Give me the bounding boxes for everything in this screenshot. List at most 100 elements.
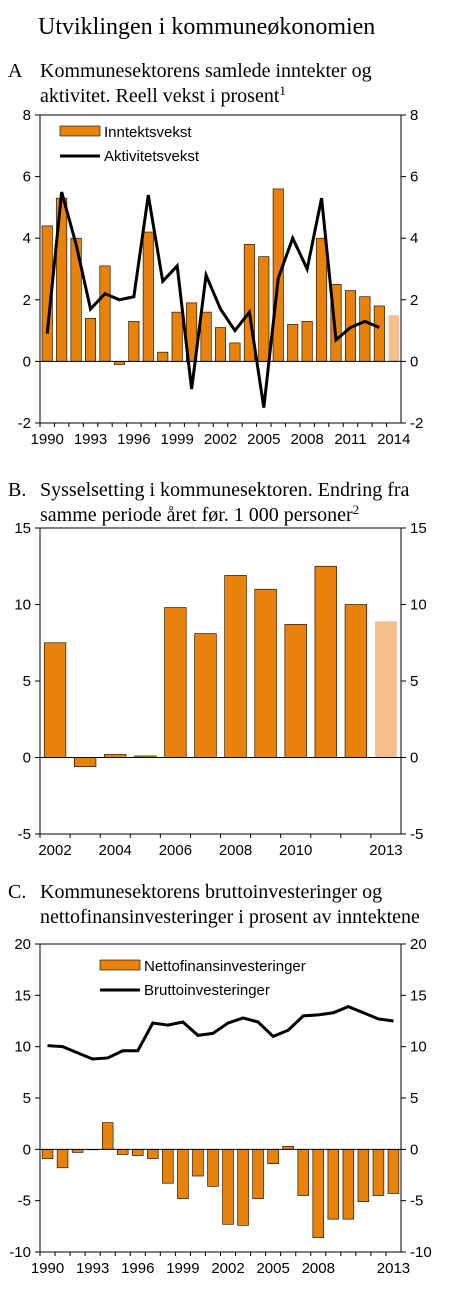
y-tick-label-right-b-0: -5 — [410, 826, 423, 843]
x-tick-label-a-2002: 2002 — [204, 431, 237, 448]
x-tick-label-b-2006: 2006 — [159, 842, 192, 859]
bar-a-1996 — [128, 321, 140, 362]
bar-c-1996 — [132, 1149, 144, 1156]
x-tick-label-c-1996: 1996 — [121, 1260, 154, 1277]
bar-c-2002 — [222, 1149, 234, 1225]
y-tick-label-right-b-1: 0 — [410, 750, 418, 767]
chart-a: -2 -2 0 0 2 2 4 4 6 6 8 8 1990 1993 1996 1999 2002 2005 20… — [18, 107, 424, 448]
y-tick-label-left-c-3: 5 — [23, 1090, 31, 1107]
bar-b-2007 — [194, 633, 217, 758]
bar-c-1991 — [56, 1149, 69, 1169]
panel-a-footnote-mark: 1 — [279, 83, 286, 98]
bar-c-2005 — [267, 1149, 279, 1165]
y-tick-label-right-a-5: 8 — [410, 107, 418, 124]
bar-a-2002 — [215, 327, 226, 362]
bar-c-2008 — [312, 1149, 324, 1238]
legend-label-line-a: Aktivitetsvekst — [104, 148, 200, 165]
bar-b-2012 — [344, 604, 368, 758]
bar-a-1997 — [142, 231, 154, 362]
y-tick-label-left-a-0: -2 — [18, 415, 31, 432]
y-tick-label-left-b-0: -5 — [18, 826, 31, 843]
legend-swatch-bar-c — [99, 959, 141, 971]
x-tick-label-a-1993: 1993 — [74, 431, 107, 448]
bar-c-1998 — [162, 1149, 174, 1184]
panel-c-title-line2: nettofinansinvesteringer i prosent av in… — [40, 906, 420, 928]
chart-c: -10 -10 -5 -5 0 0 5 5 10 10 15 15 20 20 1990 1993 1996 19… — [9, 936, 431, 1277]
bar-c-2010 — [342, 1149, 355, 1220]
y-tick-label-left-a-5: 8 — [23, 107, 31, 124]
line-series-c — [47, 1005, 394, 1061]
y-tick-label-left-c-6: 20 — [14, 936, 31, 953]
bar-a-2012 — [359, 296, 371, 362]
panel-b-title-line2: samme periode året før. 1 000 personer2 — [40, 502, 359, 526]
y-tick-label-right-c-2: 0 — [410, 1141, 418, 1158]
x-tick-label-b-2010: 2010 — [279, 842, 312, 859]
y-tick-label-left-c-4: 10 — [14, 1039, 31, 1056]
panel-b-title-line1: Sysselsetting i kommunesektoren. Endring… — [40, 479, 410, 501]
bar-b-2003 — [73, 757, 97, 767]
bar-c-1999 — [177, 1149, 189, 1199]
y-tick-label-right-b-2: 5 — [410, 673, 418, 690]
y-tick-label-left-c-5: 15 — [14, 987, 31, 1004]
legend-label-bar-c: Nettofinansinvesteringer — [144, 958, 306, 975]
plot-frame-a — [39, 114, 402, 424]
y-tick-label-right-a-0: -2 — [410, 415, 423, 432]
bar-c-1995 — [117, 1149, 129, 1155]
panel-a-title-line1: Kommunesektorens samlede inntekter og — [40, 60, 372, 82]
y-tick-label-right-c-3: 5 — [410, 1090, 418, 1107]
y-tick-label-right-c-6: 20 — [410, 936, 427, 953]
panel-b-title-line2-text: samme periode året før. 1 000 personer — [40, 504, 353, 526]
x-tick-label-c-1990: 1990 — [31, 1260, 64, 1277]
bar-a-2007 — [287, 324, 299, 362]
y-tick-label-right-a-3: 4 — [410, 230, 418, 247]
y-tick-label-left-c-0: -10 — [9, 1244, 31, 1261]
y-tick-label-left-b-3: 10 — [14, 597, 31, 614]
panel-b-letter: B. — [8, 479, 26, 501]
bar-c-1997 — [147, 1149, 159, 1159]
chart-b: -5 -5 0 0 5 5 10 10 15 15 2002 2004 2006 2008 2010 2013 — [14, 520, 426, 859]
x-tick-label-a-2008: 2008 — [290, 431, 323, 448]
y-tick-label-right-b-4: 15 — [410, 520, 427, 537]
y-tick-label-right-a-1: 0 — [410, 353, 418, 370]
y-tick-label-left-a-1: 0 — [23, 353, 31, 370]
x-tick-label-c-1993: 1993 — [76, 1260, 109, 1277]
y-tick-label-left-c-2: 0 — [23, 1141, 31, 1158]
bar-c-2013 — [387, 1149, 400, 1194]
bar-a-1993 — [85, 317, 97, 362]
x-tick-label-a-2014: 2014 — [377, 431, 410, 448]
x-tick-label-b-2004: 2004 — [99, 842, 132, 859]
x-tick-label-b-2002: 2002 — [38, 842, 71, 859]
panel-c-title-line1: Kommunesektorens bruttoinvesteringer og — [40, 881, 382, 903]
x-tick-label-b-2008: 2008 — [219, 842, 252, 859]
bar-c-2004 — [252, 1149, 264, 1199]
x-tick-label-c-2002: 2002 — [211, 1260, 244, 1277]
bar-b-2006 — [164, 607, 187, 758]
y-tick-label-right-c-4: 10 — [410, 1039, 427, 1056]
panel-c-letter: C. — [8, 881, 26, 903]
bar-a-1999 — [171, 311, 183, 362]
line-series-a — [45, 191, 380, 408]
panel-a-title-line2-text: aktivitet. Reell vekst i prosent — [40, 85, 280, 107]
y-tick-label-right-c-0: -10 — [410, 1244, 432, 1261]
y-tick-label-left-a-3: 4 — [23, 230, 31, 247]
bar-c-2009 — [327, 1149, 340, 1220]
y-tick-label-right-b-3: 10 — [410, 597, 427, 614]
bar-b-2013 — [375, 621, 397, 758]
y-tick-label-right-c-1: -5 — [410, 1193, 423, 1210]
bar-a-1998 — [157, 351, 169, 362]
x-tick-label-c-2005: 2005 — [256, 1260, 289, 1277]
x-tick-label-a-2005: 2005 — [247, 431, 280, 448]
y-tick-label-left-b-4: 15 — [14, 520, 31, 537]
bar-b-2009 — [254, 588, 277, 758]
y-tick-label-left-b-2: 5 — [23, 673, 31, 690]
x-tick-label-c-1999: 1999 — [166, 1260, 199, 1277]
bar-a-2014 — [388, 315, 399, 362]
bar-a-2009 — [316, 237, 328, 362]
bar-c-1990 — [41, 1149, 54, 1159]
x-tick-label-a-2011: 2011 — [334, 431, 366, 448]
x-tick-label-a-1996: 1996 — [117, 431, 150, 448]
page-title: Utviklingen i kommuneøkonomien — [38, 14, 375, 40]
bar-a-1994 — [99, 265, 111, 362]
x-tick-label-b-2013: 2013 — [369, 842, 402, 859]
